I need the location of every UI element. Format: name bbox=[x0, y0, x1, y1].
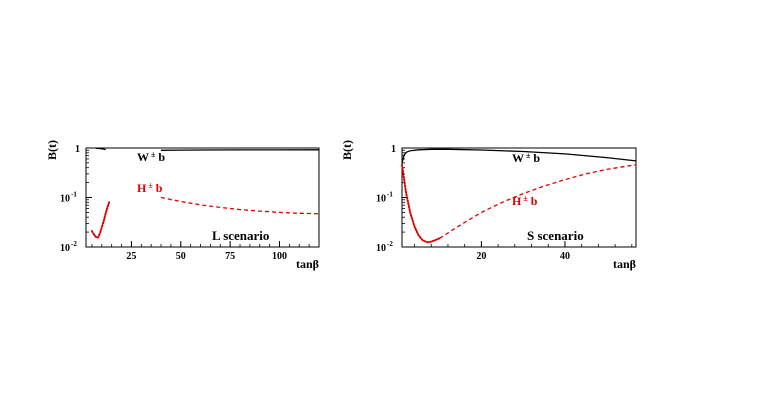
y-axis-label: B(t) bbox=[340, 140, 354, 160]
y-tick-exponent: -1 bbox=[71, 191, 77, 199]
series-line-h-continued-dashed bbox=[160, 196, 320, 215]
series-line-h-dotted bbox=[90, 199, 111, 239]
x-tick-label: 100 bbox=[272, 251, 287, 262]
x-tick-label: 40 bbox=[560, 251, 570, 262]
x-tick-label: 25 bbox=[126, 251, 136, 262]
series-line-w-solid bbox=[401, 148, 637, 164]
plot-frame bbox=[85, 147, 320, 248]
series-label-w: W ± b bbox=[137, 150, 165, 164]
y-tick-exponent: -2 bbox=[387, 240, 393, 248]
y-tick-label: 10 bbox=[376, 243, 386, 254]
x-tick-label: 20 bbox=[476, 251, 486, 262]
scenario-annotation: L scenario bbox=[212, 228, 269, 243]
y-tick-label: 10 bbox=[60, 194, 70, 205]
scenario-annotation: S scenario bbox=[527, 228, 584, 243]
series-line-h-continued-dashed bbox=[439, 164, 637, 239]
y-tick-label: 1 bbox=[391, 144, 396, 155]
y-tick-label: 10 bbox=[60, 243, 70, 254]
series-line-w-solid bbox=[160, 149, 320, 151]
y-tick-exponent: -1 bbox=[387, 191, 393, 199]
series-line-h-dotted bbox=[401, 163, 441, 244]
series-label-h: H ± b bbox=[137, 181, 163, 195]
y-tick-exponent: -2 bbox=[71, 240, 77, 248]
x-tick-label: 50 bbox=[176, 251, 186, 262]
x-tick-label: 75 bbox=[225, 251, 235, 262]
x-axis-label: tanβ bbox=[613, 257, 636, 271]
series-line-w-solid bbox=[95, 147, 106, 151]
x-axis-label: tanβ bbox=[296, 257, 319, 271]
y-axis-label: B(t) bbox=[45, 140, 59, 160]
y-tick-label: 1 bbox=[75, 144, 80, 155]
series-label-w: W ± b bbox=[512, 151, 540, 165]
series-label-h: H ± b bbox=[512, 194, 538, 208]
y-tick-label: 10 bbox=[376, 194, 386, 205]
